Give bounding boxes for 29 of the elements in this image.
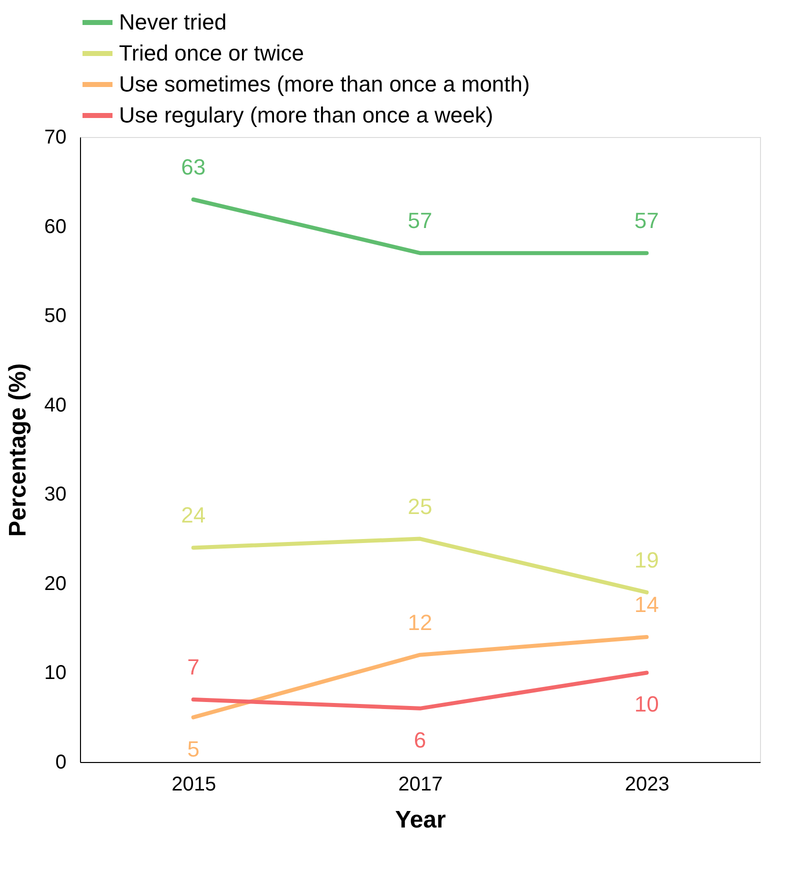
data-label: 14 [634,592,659,617]
y-tick-label: 30 [44,484,66,506]
x-tick-label: 2015 [172,774,216,796]
y-tick-label: 20 [44,572,66,595]
data-label: 63 [181,154,206,180]
y-tick-label: 10 [44,662,66,684]
y-axis-title: Percentage (%) [4,363,32,537]
data-label: 5 [187,736,200,762]
legend-label: Tried once or twice [119,40,304,66]
x-tick-label: 2017 [398,774,443,796]
y-tick-label: 70 [44,126,66,148]
data-label: 57 [634,208,659,234]
data-label: 6 [414,727,426,752]
y-tick-label: 60 [44,216,66,238]
data-label: 25 [408,494,432,519]
y-tick-label: 50 [44,305,66,328]
legend-label: Never tried [119,10,227,34]
x-axis-title: Year [395,806,446,834]
legend-label: Use sometimes (more than once a month) [119,72,530,96]
legend-label: Use regulary (more than once a week) [119,102,494,128]
data-label: 12 [408,610,432,635]
data-label: 57 [408,208,432,234]
data-label: 10 [634,692,659,717]
data-label: 24 [181,502,206,528]
data-label: 19 [634,547,659,572]
x-tick-label: 2023 [624,774,670,796]
y-tick-label: 0 [55,752,66,774]
y-tick-label: 40 [44,394,66,416]
data-label: 7 [187,654,200,680]
